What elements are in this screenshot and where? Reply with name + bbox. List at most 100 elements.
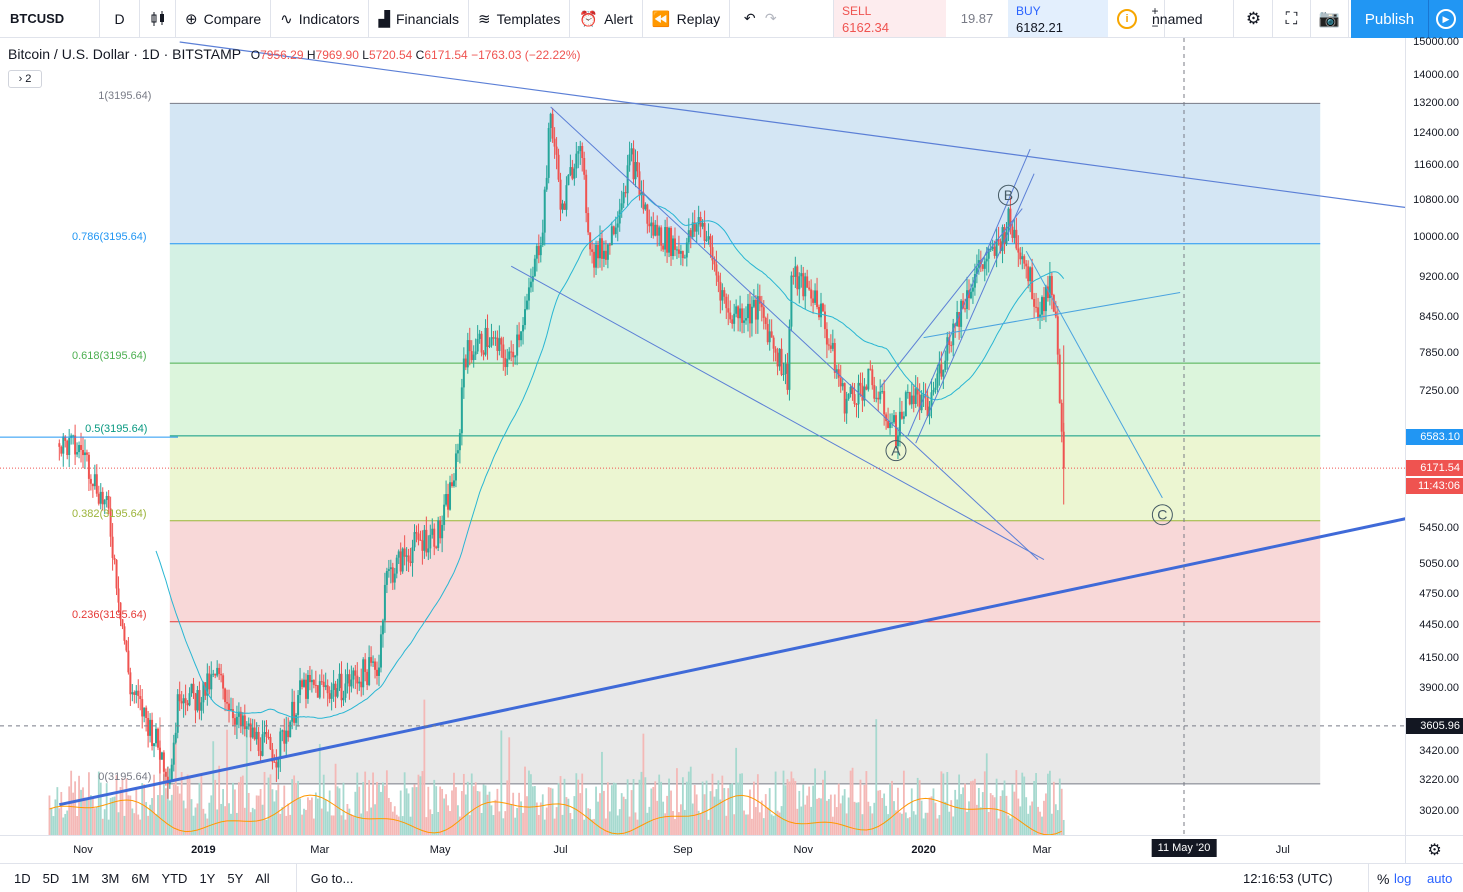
publish-button[interactable]: Publish <box>1351 0 1428 38</box>
time-axis[interactable]: 11 May '20 Nov 2019 Mar May Jul Sep Nov 2020 Mar… <box>0 835 1405 863</box>
chart-type-button[interactable] <box>140 0 176 38</box>
volume-bar <box>88 772 90 835</box>
alert-button[interactable]: ⏰ Alert <box>570 0 643 38</box>
candle-body <box>579 146 582 152</box>
layout-name-button[interactable]: nnamed <box>1150 0 1234 38</box>
volume-bar <box>492 815 495 835</box>
replay-button[interactable]: ⏪ Replay <box>643 0 731 38</box>
percent-scale-button[interactable]: % <box>1368 864 1389 892</box>
candle-body <box>492 337 495 339</box>
candle-body <box>510 351 513 353</box>
volume-bar <box>820 798 822 835</box>
chart-canvas[interactable]: A B C <box>0 38 1405 835</box>
volume-bar <box>747 814 749 835</box>
candle-body <box>719 281 722 301</box>
candle-body <box>999 241 1002 252</box>
indicators-button[interactable]: ∿ Indicators <box>271 0 370 38</box>
candle-body <box>362 659 365 688</box>
volume-bar <box>608 811 611 835</box>
volume-bar <box>985 753 988 835</box>
volume-bar <box>1033 780 1036 835</box>
horizontal-trendline <box>923 291 1181 339</box>
goto-button[interactable]: Go to... <box>295 863 353 892</box>
settings-button[interactable]: ⚙ <box>1235 0 1273 38</box>
volume-bar <box>966 811 968 835</box>
candle-body <box>470 351 473 361</box>
candle-body <box>995 239 998 256</box>
range-ytd[interactable]: YTD <box>161 870 188 886</box>
price-axis[interactable]: 6583.10 6171.54 11:43:06 3605.96 15000.0… <box>1405 36 1463 835</box>
range-all[interactable]: All <box>255 870 270 886</box>
last-price-badge: 6171.54 <box>1406 460 1463 477</box>
candle-body <box>99 491 102 504</box>
trade-size-stepper[interactable]: + − <box>1146 0 1164 37</box>
utc-clock[interactable]: 12:16:53 (UTC) <box>1243 871 1333 886</box>
range-1m[interactable]: 1M <box>71 870 90 886</box>
legend-collapse-button[interactable]: › 2 <box>8 70 42 88</box>
candle-body <box>585 174 588 214</box>
undo-icon[interactable]: ↶ <box>743 10 756 26</box>
candle-body <box>233 718 236 725</box>
volume-bar <box>510 804 513 835</box>
candle-body <box>1052 295 1055 312</box>
range-1d[interactable]: 1D <box>14 870 31 886</box>
volume-ma-line <box>49 794 1062 835</box>
candle-body <box>745 318 748 321</box>
plus-circle-icon: ⊕ <box>185 10 198 28</box>
chart-pane[interactable]: A B C Bitcoin / U.S. Dollar · 1D · BITSTAM… <box>0 38 1405 835</box>
publish-menu-button[interactable]: ▶ <box>1428 0 1463 38</box>
fib-level-label: 0.5(3195.64) <box>85 422 148 435</box>
range-3m[interactable]: 3M <box>101 870 120 886</box>
volume-bar <box>494 799 497 835</box>
volume-bar <box>411 787 414 835</box>
range-5y[interactable]: 5Y <box>227 870 244 886</box>
sell-button[interactable]: SELL 6162.34 <box>834 0 946 37</box>
fullscreen-button[interactable]: ⛶ <box>1273 0 1311 38</box>
volume-bar <box>731 783 734 835</box>
volume-bar <box>991 795 994 835</box>
candle-body <box>381 620 384 635</box>
range-5d[interactable]: 5D <box>42 870 60 886</box>
plus-icon[interactable]: + <box>1151 3 1159 18</box>
volume-bar <box>255 795 258 835</box>
candle-body <box>960 300 963 327</box>
candle-body <box>681 251 684 258</box>
range-6m[interactable]: 6M <box>131 870 150 886</box>
templates-button[interactable]: ≋ Templates <box>469 0 571 38</box>
candle-body <box>427 548 430 553</box>
minus-icon[interactable]: − <box>1151 18 1159 33</box>
volume-bar <box>1058 778 1061 835</box>
redo-icon[interactable]: ↷ <box>764 10 777 26</box>
chart-settings-corner[interactable]: ⚙ <box>1405 835 1463 863</box>
volume-bar <box>84 797 86 835</box>
candle-body <box>735 306 738 314</box>
volume-bar <box>462 773 465 835</box>
candle-body <box>141 699 144 717</box>
candle-body <box>675 249 678 251</box>
candle-body <box>368 657 371 685</box>
symbol-search[interactable]: BTCUSD <box>0 0 100 38</box>
volume-bar <box>557 783 560 835</box>
long-term-support-trendline <box>59 517 1405 807</box>
price-tick: 3020.00 <box>1419 805 1459 817</box>
sell-price: 6162.34 <box>842 20 889 35</box>
candle-body <box>354 670 357 676</box>
volume-bar <box>151 798 153 835</box>
snapshot-button[interactable]: 📷 <box>1311 0 1349 38</box>
financials-button[interactable]: ▟ Financials <box>369 0 470 38</box>
compare-button[interactable]: ⊕ Compare <box>176 0 272 38</box>
buy-button[interactable]: BUY 6182.21 <box>1008 0 1108 37</box>
volume-bar <box>332 815 335 835</box>
candle-body <box>648 223 651 227</box>
auto-scale-button[interactable]: auto <box>1427 871 1453 886</box>
candle-body <box>275 762 278 768</box>
candle-body <box>934 387 937 390</box>
volume-bar <box>259 789 262 835</box>
volume-bar <box>93 808 96 835</box>
log-scale-button[interactable]: log <box>1394 871 1412 886</box>
range-1y[interactable]: 1Y <box>199 870 216 886</box>
time-tick: Nov <box>73 844 93 856</box>
volume-bar <box>66 810 69 835</box>
interval-button[interactable]: D <box>100 0 140 38</box>
trade-info-button[interactable]: i <box>1108 0 1146 37</box>
